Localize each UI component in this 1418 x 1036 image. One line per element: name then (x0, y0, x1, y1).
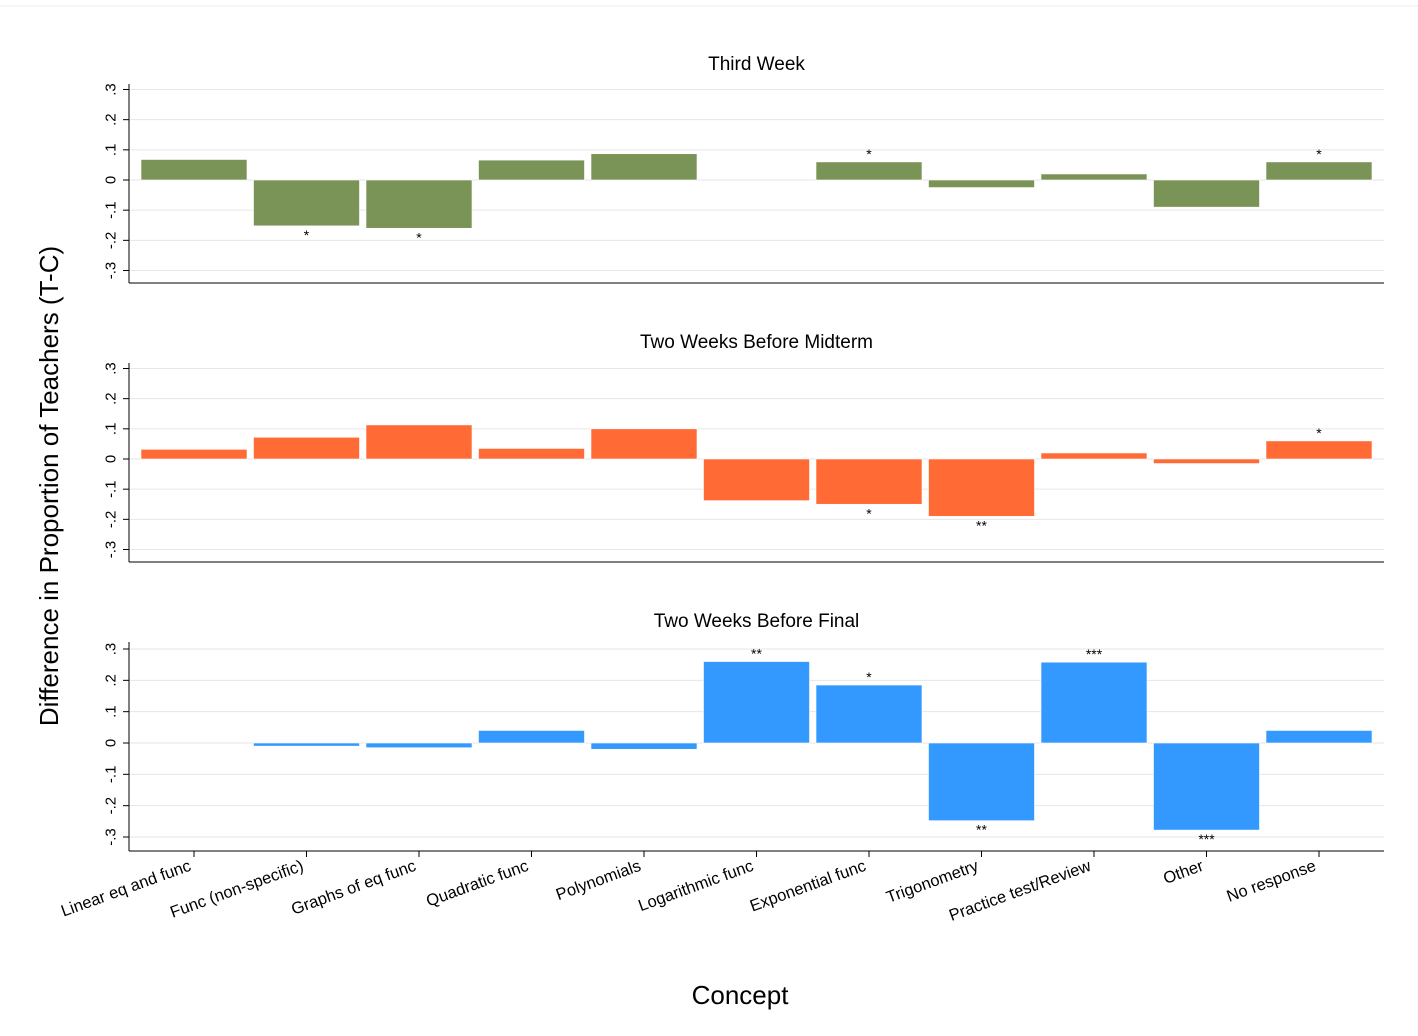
significance-stars: *** (1198, 831, 1215, 847)
bar (815, 684, 923, 744)
bar (815, 458, 923, 505)
y-tick-label: -.2 (103, 797, 120, 815)
y-tick-label: -.1 (103, 480, 120, 498)
y-tick-label: -.2 (103, 511, 120, 529)
significance-stars: *** (1086, 646, 1103, 662)
x-tick-label: Exponential func (748, 857, 869, 916)
bar (928, 179, 1035, 188)
bar (253, 742, 360, 747)
bar (1265, 161, 1373, 181)
bar (1040, 452, 1148, 460)
bar (590, 742, 698, 750)
y-tick-label: 0 (103, 739, 120, 747)
panels: Third Week.3.2.10-.1-.2-.3* ** *Two Weeks … (103, 54, 1384, 857)
y-tick-label: -.3 (103, 541, 120, 559)
y-tick-label: 0 (103, 455, 120, 463)
x-tick-label: Graphs of eq func (289, 857, 418, 919)
y-tick-label: .1 (103, 705, 120, 718)
bar (365, 424, 473, 460)
bar (1153, 179, 1260, 208)
bar (703, 458, 810, 501)
bar (253, 179, 360, 227)
panel-2: Two Weeks Before Midterm .3 .2 .1 0 -.1 -.2 -.3… (103, 332, 1384, 563)
panel-title: Third Week (708, 54, 805, 75)
y-tick-label: .2 (103, 113, 120, 126)
y-tick-label: .3 (103, 83, 120, 96)
y-tick-label: .2 (103, 674, 120, 687)
x-tick-label: Other (1161, 857, 1206, 888)
y-tick-label: -.1 (103, 766, 120, 784)
significance-stars: * (866, 669, 872, 685)
bar (1040, 661, 1148, 744)
bar (928, 458, 1035, 517)
y-tick-label: .1 (103, 144, 120, 157)
x-axis-label: Concept (692, 980, 790, 1010)
bar (1265, 440, 1373, 460)
significance-stars: ** (751, 646, 762, 662)
panel-3: Two Weeks Before Final.3.2.10-.1-.2-.3**… (103, 611, 1384, 857)
significance-stars: * (416, 229, 422, 245)
bar (253, 436, 360, 460)
y-tick-label: -.3 (103, 828, 120, 846)
panel-1: Third Week .3 .2 .1 0 -.1 -.2 -.3 * * * * (103, 54, 1384, 284)
significance-stars: * (866, 146, 872, 162)
bar (1265, 730, 1373, 744)
y-tick-label: .3 (103, 643, 120, 656)
y-tick-label: .2 (103, 392, 120, 405)
bar (1040, 173, 1148, 181)
significance-stars: * (1316, 146, 1322, 162)
significance-stars: ** (976, 822, 987, 838)
x-tick-label: Quadratic func (424, 857, 531, 911)
bar (815, 161, 923, 181)
y-tick-label: .1 (103, 423, 120, 436)
x-tick-label: No response (1224, 857, 1318, 906)
y-tick-label: .3 (103, 362, 120, 375)
y-tick-label: 0 (103, 176, 120, 184)
bar (928, 742, 1035, 821)
bar (590, 153, 698, 181)
significance-stars: * (304, 227, 310, 243)
panel-title: Two Weeks Before Final (654, 611, 860, 632)
y-tick-label: -.3 (103, 262, 120, 280)
significance-stars: ** (976, 517, 987, 533)
bar (365, 179, 473, 229)
x-tick-label: Trigonometry (884, 857, 982, 907)
bar (478, 448, 585, 460)
x-tick-label: Logarithmic func (636, 857, 756, 915)
y-axis-label: Difference in Proportion of Teachers (T-… (34, 246, 64, 726)
y-tick-label: -.2 (103, 232, 120, 250)
bar (140, 159, 248, 181)
bar (590, 428, 698, 460)
significance-stars: * (1316, 425, 1322, 441)
bar (478, 159, 585, 181)
bar (140, 449, 248, 460)
x-tick-label: Polynomials (554, 857, 644, 904)
bar (1153, 742, 1260, 831)
y-tick-label: -.1 (103, 201, 120, 219)
bar (1153, 458, 1260, 464)
significance-stars: * (866, 505, 872, 521)
bar (703, 661, 810, 744)
bar (365, 742, 473, 748)
panel-title: Two Weeks Before Midterm (640, 332, 873, 353)
bar (478, 730, 585, 744)
